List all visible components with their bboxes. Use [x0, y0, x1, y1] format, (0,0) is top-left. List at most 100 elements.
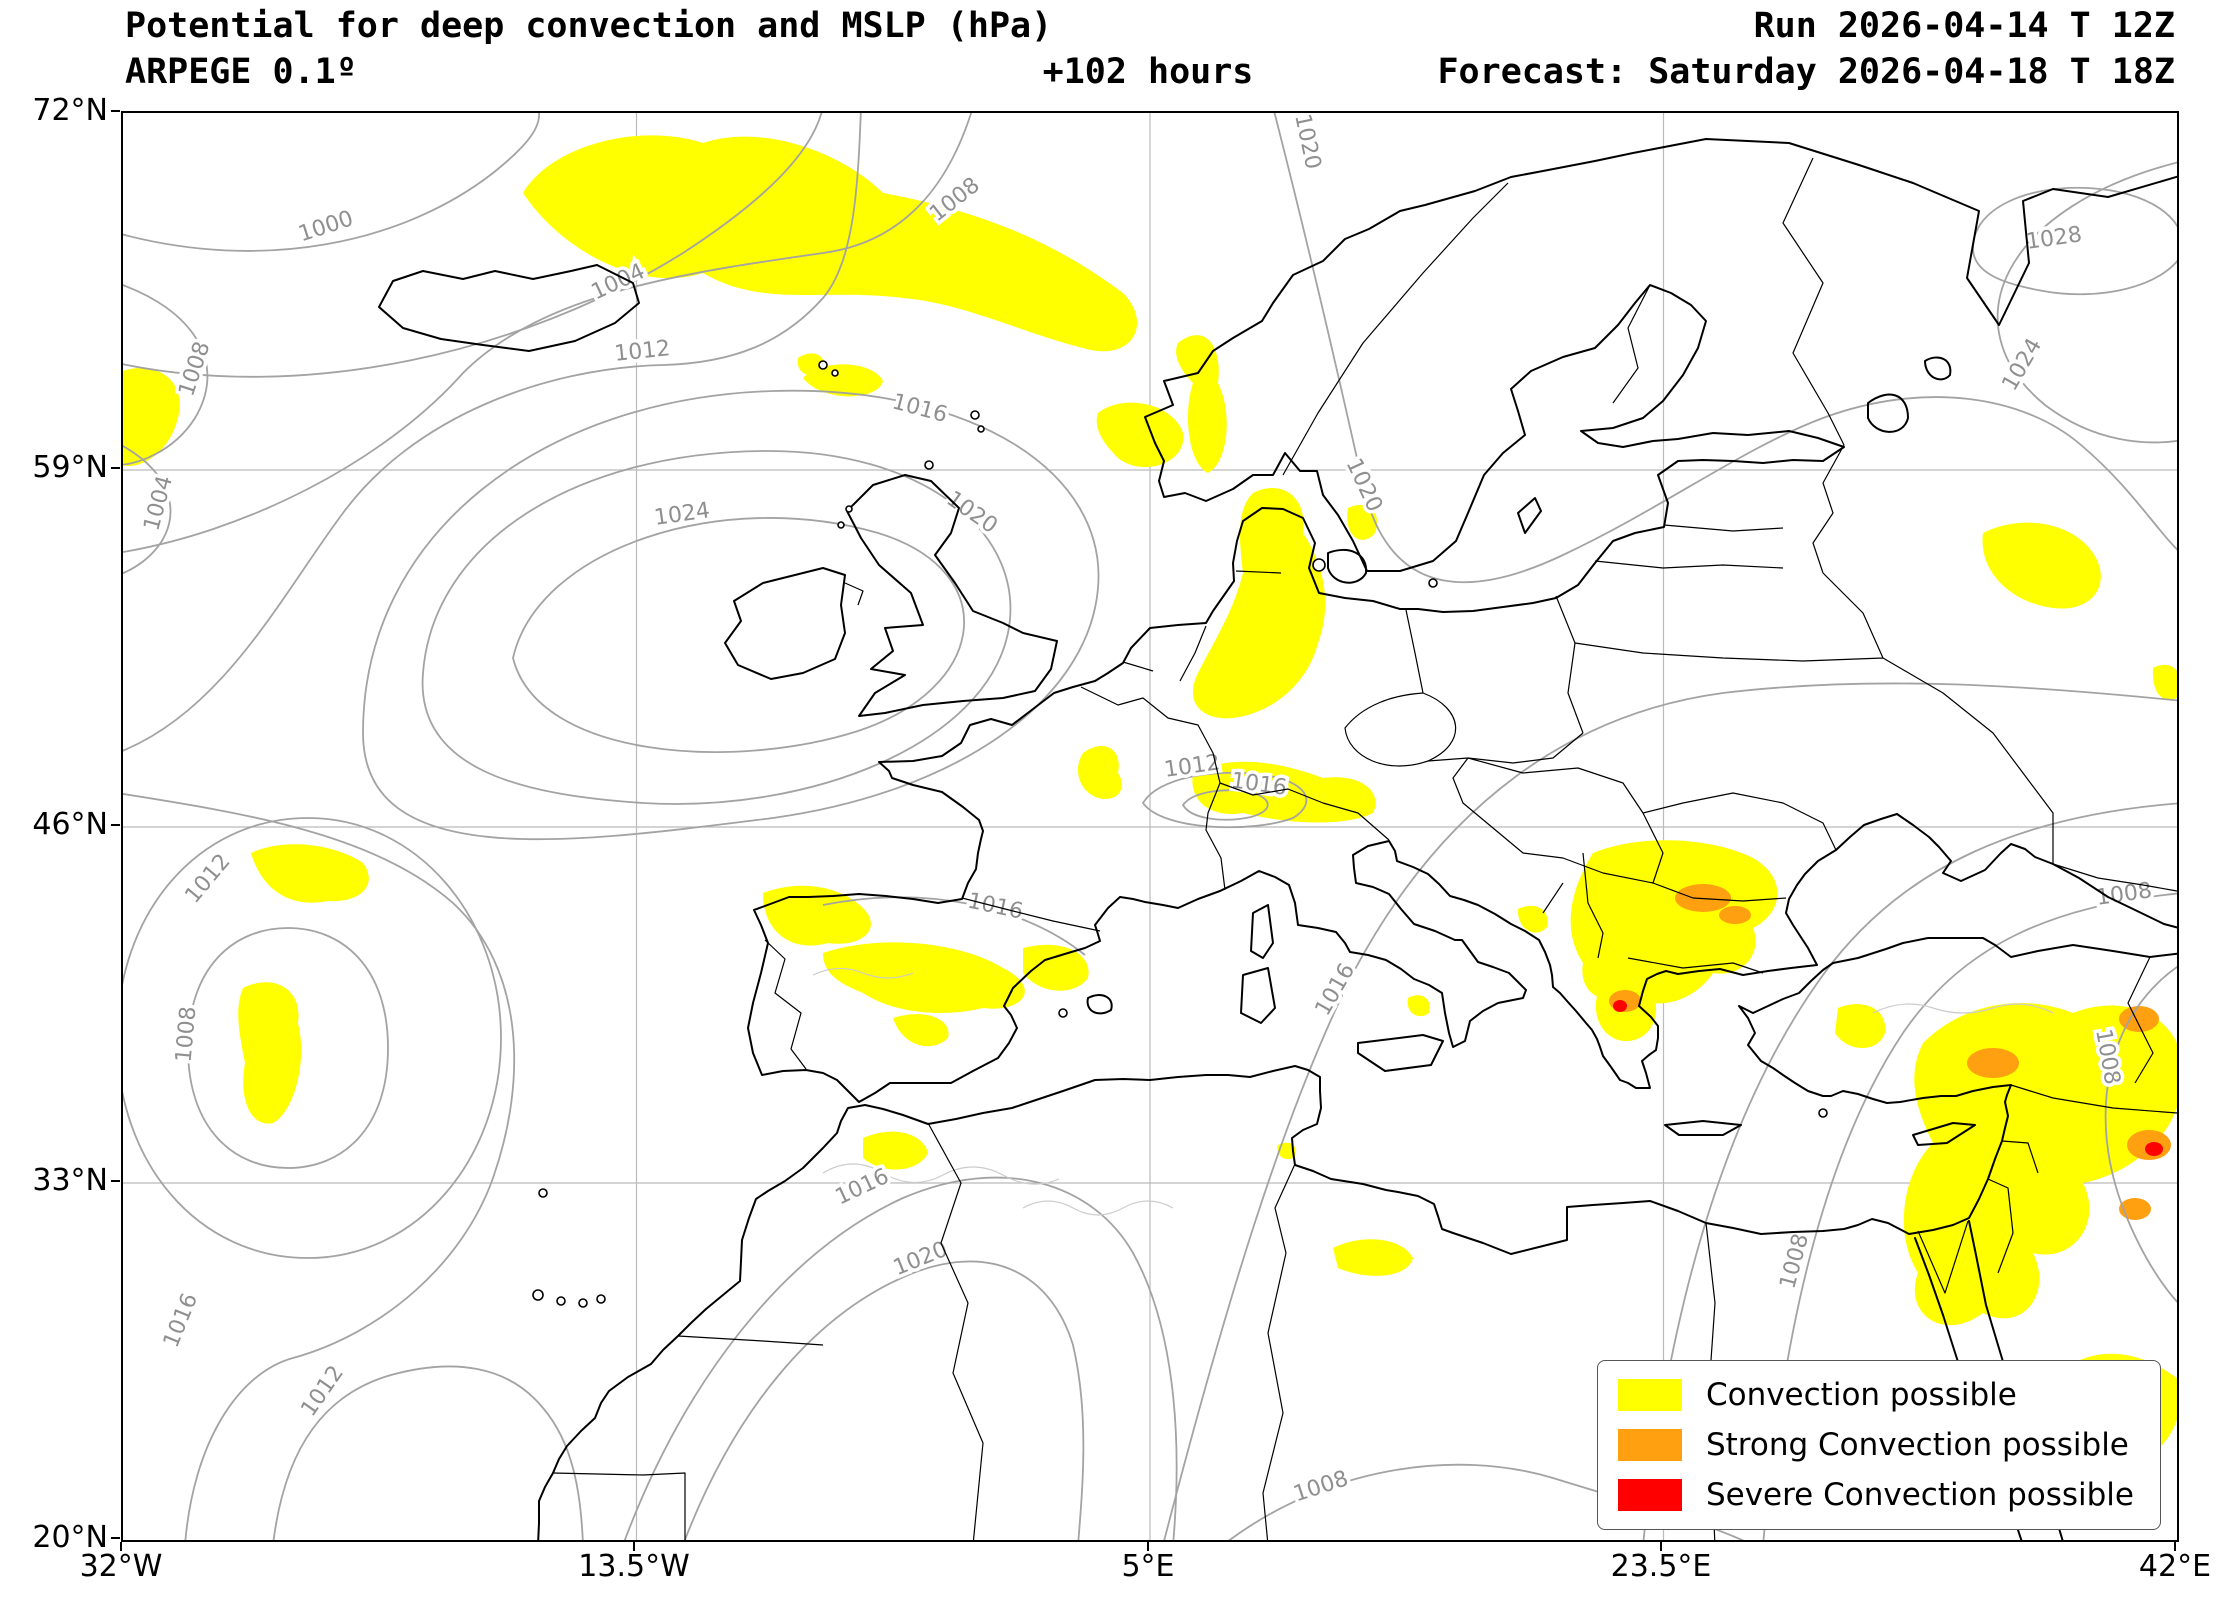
legend-label-convection: Convection possible: [1705, 1377, 2017, 1413]
convection-area: [1407, 995, 1430, 1017]
strong-convection-area: [2119, 1198, 2151, 1220]
isobar-label: 1000: [295, 206, 356, 247]
islet: [818, 360, 828, 370]
convection-area: [863, 1131, 928, 1170]
ytick-72n: 72°N: [32, 93, 108, 128]
y-tickmark: [111, 110, 120, 112]
convection-area: [1517, 905, 1548, 933]
convection-area: [1347, 504, 1378, 540]
isobar-label: 1016: [889, 389, 950, 428]
x-tickmark: [2174, 1542, 2176, 1551]
isobar-label: 1028: [2025, 222, 2084, 255]
legend-swatch-strong-convection: [1617, 1429, 1682, 1461]
x-tickmark: [633, 1542, 635, 1551]
severe-convection-areas: [1613, 1000, 2163, 1156]
map-canvas: 1000100410081008100410121016102010241020…: [123, 113, 2177, 1540]
convection-area: [1277, 1142, 1296, 1160]
coastline-europe-mainland: [747, 138, 2177, 1103]
map-legend: Convection possible Strong Convection po…: [1596, 1360, 2161, 1530]
isobar-label: 1004: [139, 473, 178, 534]
xtick-135w: 13.5°W: [578, 1549, 690, 1584]
xtick-5e: 5°E: [1121, 1549, 1175, 1584]
convection-area: [797, 353, 824, 376]
x-tickmark: [1660, 1542, 1662, 1551]
convection-area: [123, 368, 180, 466]
convection-area: [523, 135, 1138, 352]
convection-area: [1096, 402, 1184, 468]
island-crete: [1664, 1120, 1742, 1136]
x-tickmark: [1147, 1542, 1149, 1551]
coastlines: [378, 138, 2177, 1540]
island-ireland: [724, 567, 846, 680]
coastline-anatolia-africa: [537, 937, 2177, 1540]
strong-convection-area: [1967, 1048, 2019, 1078]
isobar-label: 1024: [1998, 334, 2048, 395]
islet: [831, 369, 839, 377]
forecast-label: Forecast: Saturday 2026-04-18 T 18Z: [1437, 52, 2175, 92]
run-label: Run 2026-04-14 T 12Z: [1753, 6, 2175, 46]
lake-onega: [1924, 356, 1952, 381]
islet: [1312, 558, 1326, 572]
severe-convection-area: [2145, 1142, 2163, 1156]
model-label: ARPEGE 0.1º: [125, 52, 357, 92]
legend-item-convection: Convection possible: [1617, 1377, 2134, 1413]
islet: [837, 521, 845, 529]
islet: [1428, 578, 1438, 588]
isobar-label: 1024: [653, 498, 712, 531]
island-gotland: [1517, 497, 1542, 534]
isobar-label: 1020: [1289, 113, 1325, 172]
lake-ladoga: [1867, 393, 1909, 433]
island-zealand: [1327, 548, 1368, 584]
legend-item-severe-convection: Severe Convection possible: [1617, 1477, 2134, 1513]
islet: [538, 1188, 548, 1198]
isobar-label: 1008: [174, 338, 215, 399]
legend-swatch-convection: [1617, 1379, 1682, 1411]
isobar-label: 1016: [1311, 959, 1361, 1020]
island-sicily: [1357, 1034, 1444, 1072]
x-tickmark: [120, 1542, 122, 1551]
ytick-20n: 20°N: [32, 1520, 108, 1555]
strong-convection-area: [1719, 906, 1751, 924]
y-tickmark: [111, 467, 120, 469]
severe-convection-area: [1613, 1000, 1627, 1012]
country-borders: [552, 157, 2177, 1540]
islet: [578, 1298, 588, 1308]
xtick-32w: 32°W: [79, 1549, 163, 1584]
y-tickmark: [111, 1537, 120, 1539]
isobar-label: 1020: [890, 1237, 951, 1281]
convection-area: [251, 844, 369, 903]
island-mallorca: [1086, 994, 1113, 1015]
lead-time-label: +102 hours: [1042, 52, 1254, 92]
islet: [977, 425, 985, 433]
y-tickmark: [111, 824, 120, 826]
convection-area: [893, 1014, 949, 1047]
convection-area: [1192, 487, 1326, 719]
isobar-label: 1016: [159, 1290, 203, 1351]
islet: [596, 1294, 606, 1304]
isobar-label: 1008: [172, 1005, 202, 1063]
islet: [532, 1289, 544, 1301]
convection-area: [1078, 745, 1122, 799]
isobar-labels: 1000100410081008100410121016102010241020…: [136, 113, 2157, 1538]
isobar-label: 1016: [832, 1164, 893, 1210]
convection-area: [1023, 944, 1089, 991]
graticule: [123, 113, 2177, 1540]
islet: [924, 460, 934, 470]
isobar-label: 1012: [296, 1361, 349, 1421]
xtick-42e: 42°E: [2138, 1549, 2212, 1584]
islet: [970, 410, 980, 420]
convection-area: [823, 942, 1025, 1013]
island-sardinia: [1240, 967, 1276, 1024]
ytick-59n: 59°N: [32, 450, 108, 485]
convection-area: [1570, 840, 1778, 1004]
isobar-label: 1012: [180, 849, 235, 908]
island-iceland: [378, 264, 640, 352]
figure-title: Potential for deep convection and MSLP (…: [125, 6, 1053, 46]
map-plot-area: 1000 1004 1008 1008 1004 1012 1016 1020 1024 1020…: [121, 111, 2179, 1542]
islet: [845, 505, 853, 513]
convection-area: [1835, 1004, 1886, 1048]
legend-label-severe-convection: Severe Convection possible: [1705, 1477, 2134, 1513]
ytick-33n: 33°N: [32, 1163, 108, 1198]
convection-area: [238, 982, 302, 1124]
